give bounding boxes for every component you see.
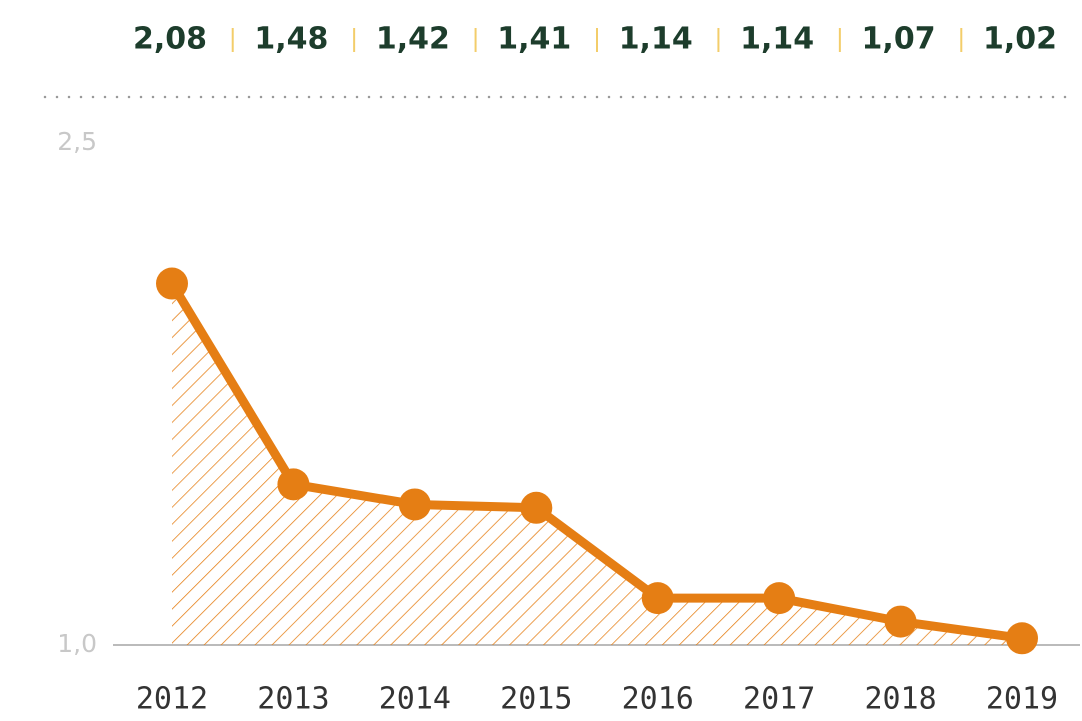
point: [763, 582, 796, 615]
point: [277, 468, 310, 501]
value-label: 1,48: [254, 22, 328, 57]
x-tick-label: 2014: [379, 682, 451, 717]
line: [168, 281, 1023, 643]
point: [520, 491, 553, 524]
point: [156, 267, 188, 300]
y-tick-label: 2,5: [57, 127, 97, 156]
point: [884, 605, 917, 638]
area: [172, 283, 1022, 645]
value-label: 1,02: [983, 22, 1057, 57]
value-label: 1,14: [619, 22, 693, 57]
value-label: 1,41: [497, 22, 571, 57]
point: [641, 582, 674, 615]
x-tick-label: 2019: [986, 682, 1058, 717]
point: [1006, 622, 1038, 655]
x-tick-label: 2016: [622, 682, 694, 717]
x-tick-label: 2012: [136, 682, 208, 717]
x-tick-label: 2018: [864, 682, 936, 717]
value-label: 1,07: [862, 22, 936, 57]
x-tick-label: 2013: [257, 682, 329, 717]
y-tick-label: 1,0: [57, 629, 97, 658]
point: [398, 488, 431, 521]
x-tick-label: 2015: [500, 682, 572, 717]
value-label: 2,08: [133, 22, 207, 57]
value-label: 1,14: [740, 22, 814, 57]
value-label: 1,42: [376, 22, 450, 57]
x-tick-label: 2017: [743, 682, 815, 717]
